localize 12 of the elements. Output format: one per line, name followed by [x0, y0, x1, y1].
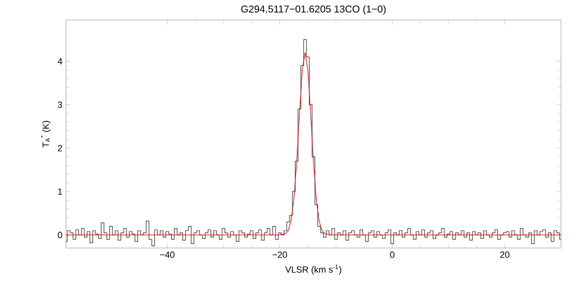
y-tick-label: 3: [58, 102, 62, 108]
x-tick-label: 20: [500, 252, 510, 258]
chart-title: G294.5117−01.6205 13CO (1−0): [241, 5, 386, 14]
x-axis-title: VLSR (km s$^{-1}$): [285, 264, 342, 274]
y-tick-label: 1: [58, 188, 62, 195]
y-tick-label: 2: [58, 144, 62, 152]
x-tick-label: 0: [390, 252, 394, 258]
y-tick-label: 4: [58, 58, 62, 64]
x-tick-label: −20: [272, 252, 288, 258]
x-tick-label: −40: [160, 252, 175, 258]
y-axis-title: T$_{A}$$^{*}$ (K): [40, 120, 51, 148]
y-tick-label: 0: [58, 232, 62, 238]
